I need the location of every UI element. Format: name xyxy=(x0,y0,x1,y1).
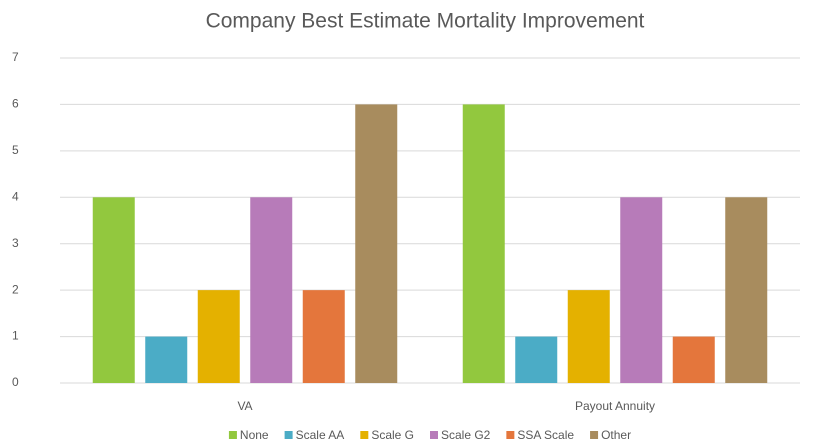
legend-item: None xyxy=(228,428,269,442)
y-tick-label: 0 xyxy=(12,375,19,389)
bar xyxy=(672,336,715,383)
legend-swatch xyxy=(590,431,599,439)
y-tick-label: 1 xyxy=(12,329,19,343)
legend-swatch xyxy=(228,431,237,439)
legend-item: Scale G2 xyxy=(430,428,491,442)
legend-swatch xyxy=(360,431,369,439)
legend-swatch xyxy=(506,431,515,439)
bar xyxy=(567,290,610,383)
legend-label: Scale G xyxy=(371,428,414,442)
bar xyxy=(145,336,188,383)
legend-swatch xyxy=(284,431,293,439)
legend-label: Other xyxy=(601,428,631,442)
bar xyxy=(462,104,505,383)
y-tick-label: 4 xyxy=(12,189,19,203)
chart-title: Company Best Estimate Mortality Improvem… xyxy=(206,10,645,33)
bar xyxy=(725,197,768,383)
legend-label: Scale AA xyxy=(296,428,345,442)
y-tick-label: 3 xyxy=(12,236,19,250)
legend-label: SSA Scale xyxy=(517,428,574,442)
legend-item: Scale G xyxy=(360,428,414,442)
y-tick-label: 6 xyxy=(12,97,19,111)
legend-label: Scale G2 xyxy=(441,428,491,442)
y-tick-label: 7 xyxy=(12,50,19,64)
bar xyxy=(197,290,240,383)
bar xyxy=(355,104,398,383)
bar xyxy=(620,197,663,383)
legend-label: None xyxy=(240,428,269,442)
bar xyxy=(92,197,135,383)
legend-item: SSA Scale xyxy=(506,428,574,442)
legend: None Scale AA Scale G Scale G2 SSA Scale Othe… xyxy=(228,428,631,442)
legend-swatch xyxy=(430,431,438,439)
bar xyxy=(250,197,293,383)
legend-item: Other xyxy=(590,428,631,442)
x-tick-label: Payout Annuity xyxy=(575,399,655,413)
legend-item: Scale AA xyxy=(284,428,345,442)
x-tick-label: VA xyxy=(237,399,252,413)
bar xyxy=(515,336,558,383)
y-tick-label: 5 xyxy=(12,143,19,157)
y-tick-label: 2 xyxy=(12,282,19,296)
bar xyxy=(302,290,345,383)
